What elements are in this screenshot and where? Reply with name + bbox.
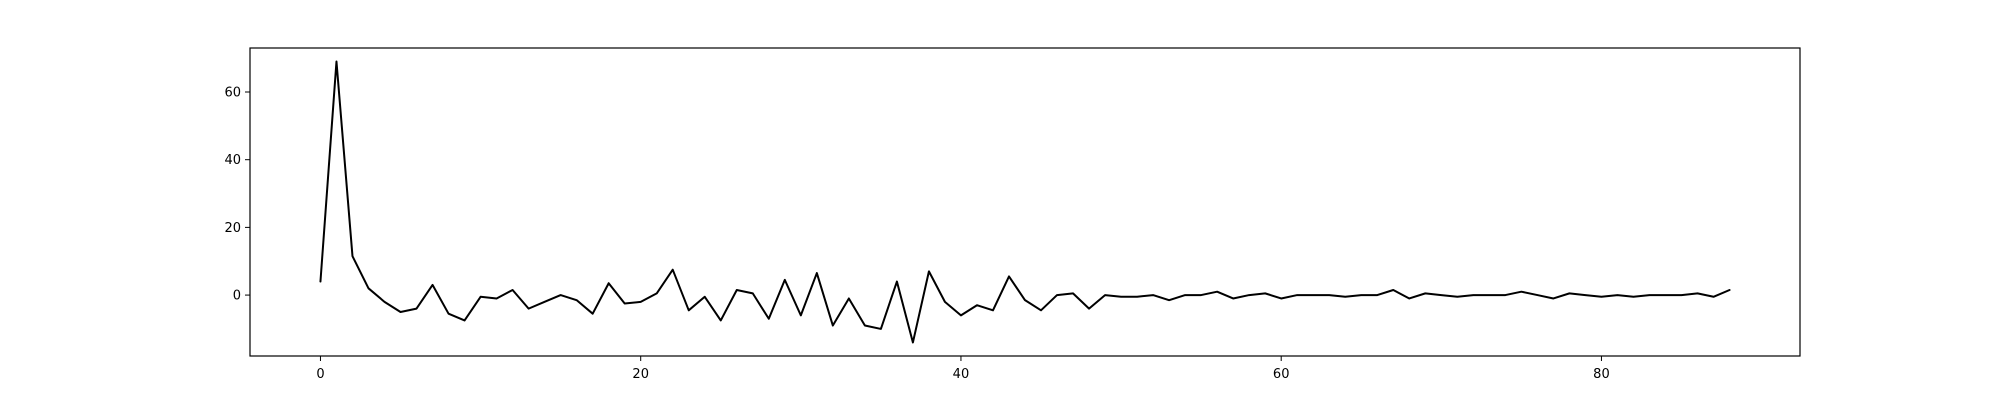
plot-frame — [249, 47, 1801, 357]
y-tick-label: 60 — [224, 86, 241, 101]
y-tick-label: 40 — [224, 153, 241, 168]
y-tick-label: 0 — [233, 289, 241, 304]
series-line — [319, 60, 1731, 344]
y-tick-label: 20 — [224, 221, 241, 236]
x-tick-label: 60 — [1273, 367, 1290, 382]
x-tick-label: 0 — [316, 367, 324, 382]
x-tick-label: 40 — [953, 367, 970, 382]
x-tick-label: 20 — [632, 367, 649, 382]
y-axis: 0 20 40 60 — [224, 86, 250, 304]
x-tick-label: 80 — [1593, 367, 1610, 382]
x-axis: 0 20 40 60 80 — [316, 356, 1610, 382]
